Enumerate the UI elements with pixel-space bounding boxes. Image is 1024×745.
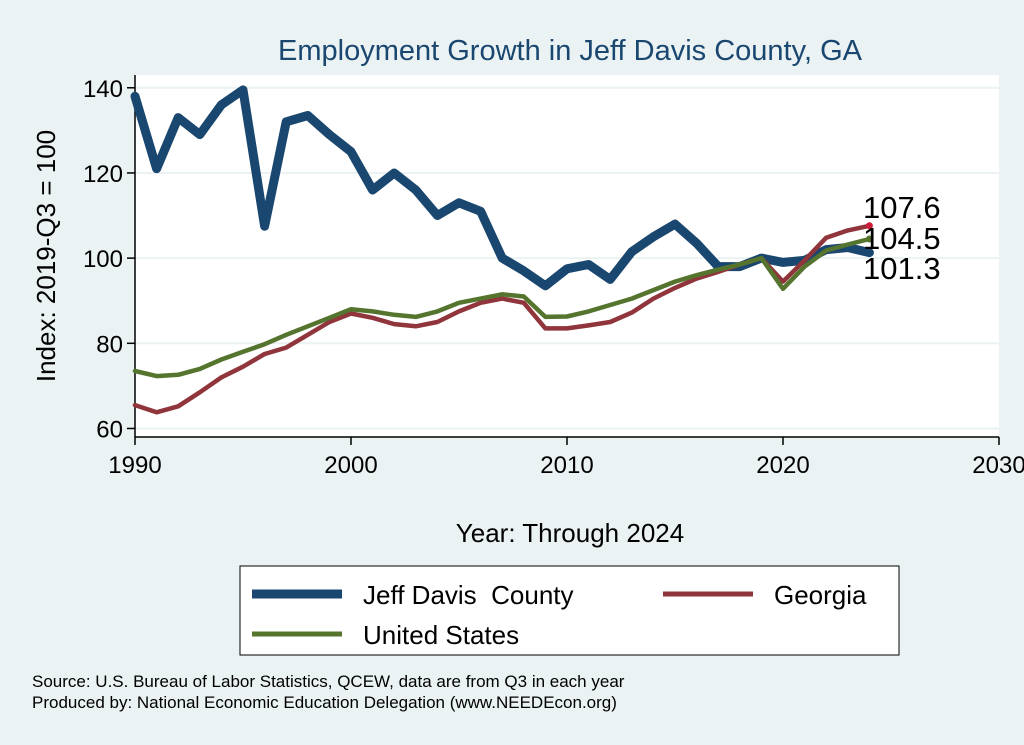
end-label-united-states: 104.5 bbox=[863, 221, 941, 256]
x-axis-label: Year: Through 2024 bbox=[456, 518, 684, 548]
x-tick-label: 2020 bbox=[756, 452, 809, 479]
source-note: Source: U.S. Bureau of Labor Statistics,… bbox=[32, 671, 624, 713]
legend-label-united-states: United States bbox=[363, 620, 519, 650]
y-tick-label: 140 bbox=[83, 76, 123, 103]
series-group bbox=[130, 85, 874, 415]
y-tick-label: 100 bbox=[83, 246, 123, 273]
y-tick-label: 60 bbox=[96, 416, 123, 443]
x-tick-label: 2000 bbox=[324, 452, 377, 479]
legend-box bbox=[239, 565, 900, 656]
end-label-georgia: 107.6 bbox=[863, 190, 941, 225]
x-tick-label: 2030 bbox=[972, 452, 1024, 479]
y-axis-label: Index: 2019-Q3 = 100 bbox=[31, 130, 61, 382]
producer-line: Produced by: National Economic Education… bbox=[32, 693, 617, 712]
source-line: Source: U.S. Bureau of Labor Statistics,… bbox=[32, 672, 625, 691]
legend-label-georgia: Georgia bbox=[774, 580, 867, 610]
chart-title: Employment Growth in Jeff Davis County, … bbox=[278, 35, 863, 67]
axes: 60 80 100 120 140 1990 2000 2010 2020 2030 bbox=[83, 75, 1024, 479]
end-marker-georgia bbox=[865, 222, 873, 230]
x-tick-label: 1990 bbox=[108, 452, 161, 479]
x-tick-label: 2010 bbox=[540, 452, 593, 479]
legend-label-jeff-davis: Jeff Davis County bbox=[363, 580, 574, 610]
end-marker-jeff-davis bbox=[865, 249, 873, 257]
end-marker-united-states bbox=[865, 235, 873, 243]
y-tick-label: 120 bbox=[83, 161, 123, 188]
series-line-united-states bbox=[132, 236, 872, 379]
legend: Jeff Davis County Georgia United States bbox=[239, 565, 900, 656]
end-label-jeff-davis: 101.3 bbox=[863, 251, 941, 286]
y-tick-label: 80 bbox=[96, 331, 123, 358]
